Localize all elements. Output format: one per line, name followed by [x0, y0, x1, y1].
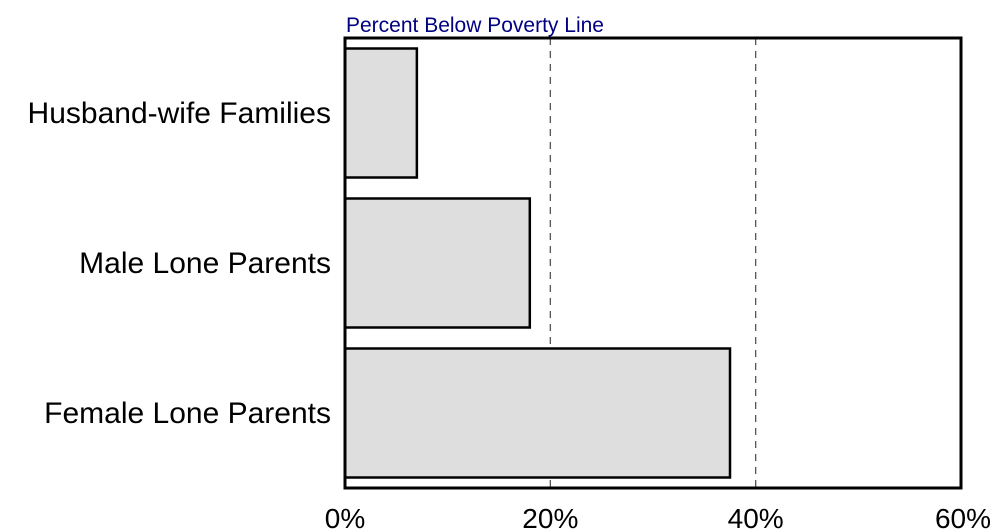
x-tick-label: 40%: [728, 503, 784, 532]
category-label: Female Lone Parents: [44, 397, 331, 430]
bar: [343, 347, 732, 479]
category-label: Husband-wife Families: [28, 97, 331, 130]
x-tick-label: 0%: [325, 503, 365, 532]
x-tick-label: 20%: [522, 503, 578, 532]
bar: [343, 197, 532, 329]
plot-frame: [343, 36, 963, 490]
x-tick-labels: 0% 20% 40% 60%: [325, 503, 991, 532]
x-axis-title: Percent Below Poverty Line: [346, 14, 604, 37]
x-tick-label: 60%: [935, 503, 991, 532]
gridlines: [549, 38, 757, 488]
category-label: Male Lone Parents: [79, 247, 331, 280]
bar: [343, 47, 419, 179]
category-labels: Husband-wife Families Male Lone Parents Fe…: [28, 97, 331, 430]
bars: [343, 47, 732, 479]
